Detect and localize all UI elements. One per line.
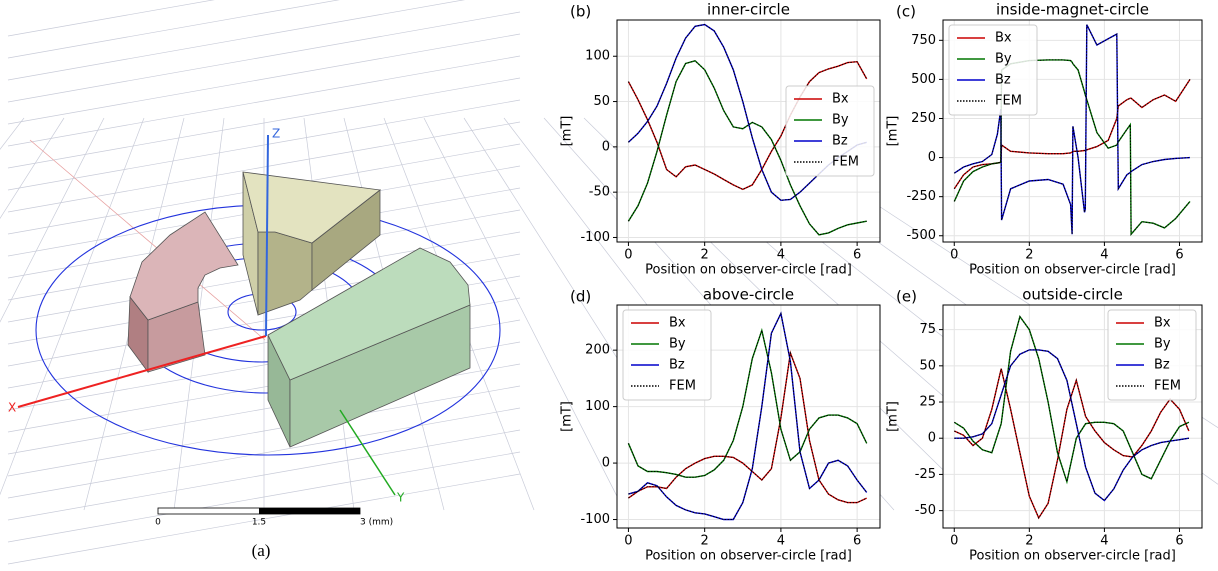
- legend-label: Bx: [669, 316, 686, 331]
- y-tick-label: -500: [906, 228, 936, 243]
- x-tick-label: 2: [701, 534, 709, 549]
- y-tick-label: 750: [911, 33, 936, 48]
- legend-label: FEM: [1154, 379, 1181, 394]
- x-tick-label: 2: [701, 248, 709, 263]
- y-tick-label: 0: [928, 431, 936, 446]
- y-tick-label: 100: [585, 49, 610, 64]
- scale-label: 1.5: [252, 518, 266, 528]
- legend-label: By: [995, 52, 1012, 67]
- y-axis-label: [mT]: [560, 401, 575, 432]
- legend-label: Bz: [832, 134, 848, 149]
- y-tick-label: 75: [919, 322, 936, 337]
- panel: 0 2 4 6 -100 -50 0 50 100 inner-circle (b) Position…: [560, 1, 881, 278]
- chart-title: inside-magnet-circle: [996, 1, 1149, 19]
- chart-title: above-circle: [703, 286, 794, 304]
- caption: (a): [252, 541, 271, 560]
- legend-label: By: [669, 337, 686, 352]
- figure: Z X Y 0 1.5 3 (mm) (a) 0246-100-50050100…: [0, 0, 1218, 571]
- scene-grid-line: [8, 12, 520, 102]
- y-tick-label: 250: [911, 111, 936, 126]
- legend-label: FEM: [995, 94, 1022, 109]
- legend-label: FEM: [832, 155, 859, 170]
- scene-grid-line: [8, 34, 520, 124]
- panel: 0 2 4 6 -50 -25 0 25 50 75 outside-circle (e) Positi…: [886, 286, 1203, 564]
- legend-label: Bx: [832, 92, 849, 107]
- x-axis-label: Position on observer-circle [rad]: [969, 549, 1176, 564]
- scale-label: 0: [155, 518, 161, 528]
- y-tick-label: 100: [585, 399, 610, 414]
- x-tick-label: 6: [1175, 248, 1183, 263]
- y-tick-label: 0: [602, 139, 610, 154]
- y-tick-label: -100: [580, 230, 610, 245]
- y-tick-label: 200: [585, 343, 610, 358]
- scene-grid-line: [8, 0, 520, 58]
- y-tick-label: 0: [928, 150, 936, 165]
- legend-label: By: [832, 113, 849, 128]
- y-tick-label: -250: [906, 189, 936, 204]
- chart-title: outside-circle: [1022, 286, 1123, 304]
- scale-label: 3 (mm): [360, 518, 393, 528]
- x-tick-label: 6: [1175, 534, 1183, 549]
- y-tick-label: -100: [580, 512, 610, 527]
- x-tick-label: 4: [777, 534, 785, 549]
- panel: 0 2 4 6 -500 -250 0 250 500 750 inside-magnet-circ…: [886, 1, 1203, 278]
- x-tick-label: 6: [853, 248, 861, 263]
- x-tick-label: 4: [1100, 534, 1108, 549]
- panel-label: (d): [570, 288, 591, 306]
- x-tick-label: 2: [1025, 248, 1033, 263]
- y-axis-label: [mT]: [886, 116, 901, 147]
- x-tick-label: 2: [1025, 534, 1033, 549]
- chart-title: inner-circle: [707, 1, 790, 19]
- x-axis-label: Position on observer-circle [rad]: [645, 263, 852, 278]
- legend-label: Bz: [1154, 358, 1170, 373]
- legend-label: Bz: [669, 358, 685, 373]
- x-axis-label: Position on observer-circle [rad]: [969, 263, 1176, 278]
- panel: 0 2 4 6 -100 0 100 200 above-circle (d) Position o…: [560, 286, 881, 564]
- x-tick-label: 0: [624, 248, 632, 263]
- axis-label-z: Z: [272, 127, 280, 141]
- panel-label: (e): [896, 288, 917, 306]
- y-tick-label: 25: [919, 395, 936, 410]
- x-tick-label: 4: [1100, 248, 1108, 263]
- y-tick-label: 0: [602, 456, 610, 471]
- y-tick-label: -50: [589, 185, 610, 200]
- legend-label: Bz: [995, 73, 1011, 88]
- x-tick-label: 6: [853, 534, 861, 549]
- y-tick-label: -25: [915, 467, 936, 482]
- y-tick-label: 50: [593, 94, 610, 109]
- axis-label-y: Y: [396, 491, 405, 505]
- scene-grid-line: [8, 0, 520, 36]
- legend-label: Bx: [1154, 316, 1171, 331]
- x-tick-label: 0: [950, 248, 958, 263]
- y-tick-label: 500: [911, 72, 936, 87]
- x-tick-label: 0: [950, 534, 958, 549]
- y-axis-label: [mT]: [886, 401, 901, 432]
- axis-label-x: X: [8, 401, 16, 415]
- legend-label: FEM: [669, 379, 696, 394]
- scene-grid-line: [8, 0, 520, 80]
- panel-label: (c): [896, 3, 916, 21]
- legend-label: Bx: [995, 31, 1012, 46]
- y-tick-label: 50: [919, 358, 936, 373]
- panel-label: (b): [570, 3, 591, 21]
- scale-bar-black: [259, 508, 360, 514]
- y-tick-label: -50: [915, 503, 936, 518]
- legend-label: By: [1154, 337, 1171, 352]
- x-tick-label: 4: [777, 248, 785, 263]
- y-axis-label: [mT]: [560, 116, 575, 147]
- x-tick-label: 0: [624, 534, 632, 549]
- x-axis-label: Position on observer-circle [rad]: [645, 549, 852, 564]
